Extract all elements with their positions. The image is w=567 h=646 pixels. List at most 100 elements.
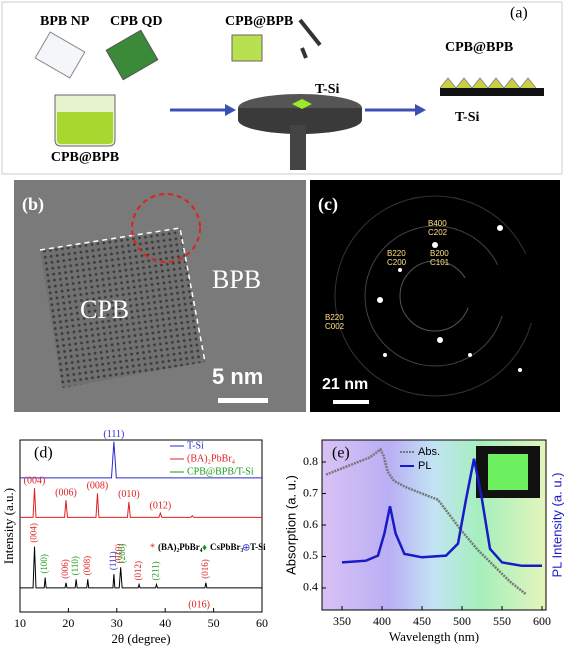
substrate — [440, 88, 544, 96]
spot-label: C101 — [430, 258, 450, 267]
legend-label: T-Si — [187, 440, 204, 451]
peak-label: (100) — [39, 554, 49, 574]
x-tick-label: 500 — [453, 614, 471, 628]
inset-glow — [488, 454, 528, 490]
x-tick-label: 450 — [413, 614, 431, 628]
legend-label: CPB@BPB/T-Si — [187, 466, 254, 477]
panel-label: (c) — [318, 194, 338, 215]
bottle — [34, 31, 86, 79]
x-tick-label: 60 — [256, 616, 268, 630]
panel-label: (a) — [510, 5, 528, 22]
x-axis-label: Wavelength (nm) — [389, 629, 479, 644]
legend-label: Abs. — [418, 446, 440, 458]
key-symbol: ⊕ — [242, 542, 250, 553]
peak-label: (211) — [151, 561, 161, 580]
peak-label: (016) — [188, 599, 210, 610]
dropper — [298, 18, 322, 59]
arrow-head — [415, 104, 426, 116]
scale-bar-label: 5 nm — [212, 364, 263, 389]
bottle — [105, 29, 159, 81]
peak-label: (111) — [108, 551, 118, 570]
series-line — [341, 458, 542, 568]
region-label: BPB — [212, 265, 261, 294]
y-tick-label: 0.5 — [303, 548, 318, 562]
cpb-crystal — [40, 228, 205, 388]
peak-label: (004) — [24, 475, 46, 486]
series-line — [325, 447, 527, 596]
peak-label: (004) — [29, 523, 39, 543]
series-line — [20, 441, 262, 479]
x-tick-label: 30 — [111, 616, 123, 630]
cpb-label: CPB QD — [110, 14, 163, 29]
key-label: T-Si — [250, 542, 266, 552]
mix-label: CPB@BPB — [51, 150, 119, 165]
sample — [292, 99, 312, 109]
spots — [377, 225, 522, 372]
y-tick-label: 0.6 — [303, 517, 318, 531]
spot-label: C200 — [387, 258, 407, 267]
peak-label: (200) — [117, 544, 127, 564]
legend-label: PL — [418, 460, 431, 472]
peak-label: (012) — [133, 561, 143, 581]
boundary — [39, 227, 206, 363]
film-substrate-label: T-Si — [455, 110, 480, 125]
x-axis-label: 2θ (degree) — [111, 631, 170, 646]
panel-a: BPB NP CPB QD CPB@BPB CPB@BPB T-Si (a) C… — [1, 1, 563, 175]
key-symbol: * — [150, 542, 155, 553]
spot-label: B400 — [428, 219, 447, 228]
shaft — [290, 125, 306, 170]
spot-label: B220 — [387, 249, 406, 258]
peak-label: (008) — [82, 556, 92, 576]
peak-label: (010) — [113, 544, 123, 564]
y2-axis-label: PL Intensity (a. u.) — [549, 472, 564, 577]
peak-label: (012) — [150, 500, 172, 511]
spot-label: C202 — [428, 228, 448, 237]
bpb-label: BPB NP — [40, 14, 90, 29]
peak-label: (006) — [60, 559, 70, 579]
x-tick-label: 350 — [333, 614, 351, 628]
spot-label: C002 — [325, 322, 345, 331]
beam-stop — [420, 240, 560, 330]
arrow-head — [225, 104, 236, 116]
y-axis-label: Absorption (a. u.) — [283, 475, 298, 575]
series-line — [20, 488, 262, 518]
panel-label: (e) — [332, 445, 350, 462]
x-tick-label: 600 — [533, 614, 551, 628]
solution — [57, 112, 113, 144]
plot-frame — [19, 439, 263, 613]
panel-b: (b) CPB BPB 5 nm — [14, 180, 306, 412]
spot-label: B200 — [430, 249, 449, 258]
charts: 10 20 30 40 50 60 2θ (degree) Intensity (a.u.) (… — [1, 429, 564, 646]
scale-bar-label: 21 nm — [322, 376, 368, 393]
x-tick-label: 50 — [208, 616, 220, 630]
panel-c: (c) B400 C202 B220 C200 B200 C101 B220 C… — [310, 180, 560, 412]
y-axis-label: Intensity (a.u.) — [1, 488, 16, 564]
x-tick-label: 10 — [14, 616, 26, 630]
peak-label: (008) — [87, 481, 109, 492]
beaker — [231, 34, 263, 62]
peak-label: (006) — [55, 487, 77, 498]
x-tick-label: 20 — [62, 616, 74, 630]
y-tick-label: 0.4 — [303, 580, 318, 594]
dropper-label: CPB@BPB — [225, 14, 293, 29]
key-label: (BA)₂PbBr₄ — [158, 542, 203, 552]
peak-label: (010) — [118, 489, 140, 500]
peak-label: (016) — [200, 559, 210, 579]
interface-circle — [131, 193, 201, 263]
panel-label: (d) — [34, 445, 53, 462]
key-label: CsPbBr₃ — [210, 542, 244, 552]
y-tick-label: 0.7 — [303, 485, 318, 499]
series-line — [20, 546, 262, 589]
legend-label: (BA)₂PbBr₄ — [187, 453, 236, 464]
spot-label: B220 — [325, 313, 344, 322]
scale-bar — [218, 398, 268, 403]
film-label: CPB@BPB — [445, 40, 513, 55]
peak-label: (110) — [70, 556, 80, 575]
scale-bar — [333, 400, 369, 404]
x-tick-label: 400 — [373, 614, 391, 628]
stage-side — [238, 108, 362, 134]
panel-label: (b) — [22, 194, 44, 215]
y-tick-label: 0.8 — [303, 454, 318, 468]
